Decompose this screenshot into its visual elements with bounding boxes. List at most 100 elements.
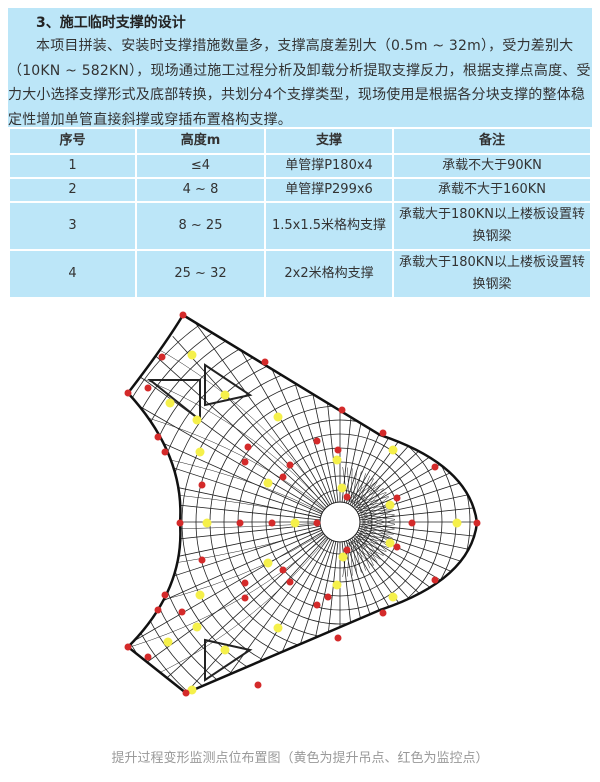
dense-mesh-line [359,509,394,512]
dense-mesh-line [356,500,391,509]
dense-mesh-line [355,496,389,507]
dense-mesh-line [358,532,378,563]
dense-mesh-line [352,539,358,575]
dense-mesh-line [361,510,394,525]
dense-mesh-line [361,496,390,519]
dense-mesh-line [347,477,374,502]
cell: 单管撑P180x4 [264,153,394,179]
mesh-radial [281,540,335,693]
dense-mesh-line [358,481,378,512]
mesh-radial [357,531,477,648]
dense-mesh-line [359,484,381,513]
mesh-diagonal [128,521,341,651]
lifting-point [165,398,175,408]
monitoring-point [241,579,249,587]
dense-mesh-line [359,529,395,532]
monitoring-point [261,358,269,366]
monitoring-point [144,653,152,661]
monitoring-point [408,519,416,527]
lifting-point [290,518,300,528]
monitoring-point [178,608,186,616]
central-opening [319,501,361,543]
brace-triangle [147,379,201,423]
monitoring-point [154,433,162,441]
table-row: 3 8 ~ 25 1.5x1.5米格构支撑 承载大于180KN以上楼板设置转换钢… [8,201,592,251]
header-remark: 备注 [392,127,592,155]
section-paragraph: 本项目拼装、安装时支撑措施数量多，支撑高度差别大（0.5m ~ 32m），受力差… [8,38,591,128]
cell: 8 ~ 25 [135,201,266,251]
mesh-radial [357,396,477,513]
dense-mesh-line [360,488,385,515]
monitoring-point [393,494,401,502]
dense-mesh-line [361,514,395,527]
monitoring-point [279,473,287,481]
monitoring-point [343,546,351,554]
mesh-radial [355,533,477,670]
monitoring-point [124,389,132,397]
monitoring-point [124,643,132,651]
mesh-radial [301,541,337,693]
dense-mesh-line [354,538,387,553]
cell: 25 ~ 32 [135,249,266,299]
cell: 2x2米格构支撑 [264,249,394,299]
cell: 承载大于180KN以上楼板设置转换钢梁 [392,249,592,299]
cell: 承载不大于90KN [392,153,592,179]
monitoring-point [176,519,184,527]
lifting-point [338,552,348,562]
table-row: 4 25 ~ 32 2x2米格构支撑 承载大于180KN以上楼板设置转换钢梁 [8,249,592,299]
monitoring-point [179,311,187,319]
mesh-radial [355,374,477,511]
dense-mesh-line [352,488,384,505]
lifting-point [388,592,398,602]
lifting-point [273,412,283,422]
monitoring-point [241,458,249,466]
monitoring-point [268,519,276,527]
monitoring-point [313,437,321,445]
lifting-point [332,455,342,465]
mesh-diagonal [128,409,341,523]
lifting-point [273,623,283,633]
lifting-point [263,558,273,568]
text-block: 3、施工临时支撑的设计 本项目拼装、安装时支撑措施数量多，支撑高度差别大（0.5… [8,8,592,142]
mesh-diagonal [128,489,341,523]
dense-mesh-line [355,537,366,571]
monitoring-point [198,556,206,564]
dense-mesh-line [361,521,393,539]
mesh-radial [128,523,321,549]
mesh-radial [128,495,321,521]
mesh-radial [153,535,326,690]
header-index: 序号 [8,127,137,155]
dense-mesh-line [349,541,378,563]
monitoring-point [241,594,249,602]
mesh-radial [192,319,329,507]
dense-mesh-line [352,539,384,556]
header-support: 支撑 [264,127,394,155]
lifting-point [192,622,202,632]
lifting-point [220,645,230,655]
cell: 承载不大于160KN [392,177,592,203]
lifting-point [332,580,342,590]
table-row: 2 4 ~ 8 单管撑P299x6 承载不大于160KN [8,177,592,203]
monitoring-point [379,429,387,437]
cell: 4 ~ 8 [135,177,266,203]
mesh-radial [128,531,323,648]
monitoring-points [124,311,481,697]
lifting-point [452,518,462,528]
dense-mesh-line [361,527,387,552]
cell: ≤4 [135,153,266,179]
dense-mesh-line [360,529,385,556]
lifting-point [195,590,205,600]
mesh-radial [137,374,325,511]
monitoring-point [338,406,346,414]
dense-mesh-line [361,525,390,548]
dense-mesh-line [352,469,358,505]
dense-mesh-line [359,532,394,535]
dense-mesh-line [361,516,396,525]
lifting-point [187,350,197,360]
monitoring-point [161,448,169,456]
dense-mesh-line [350,540,381,560]
cell: 单管撑P299x6 [264,177,394,203]
dense-mesh-line [355,537,389,548]
dense-mesh-line [361,523,392,543]
monitoring-point [343,493,351,501]
